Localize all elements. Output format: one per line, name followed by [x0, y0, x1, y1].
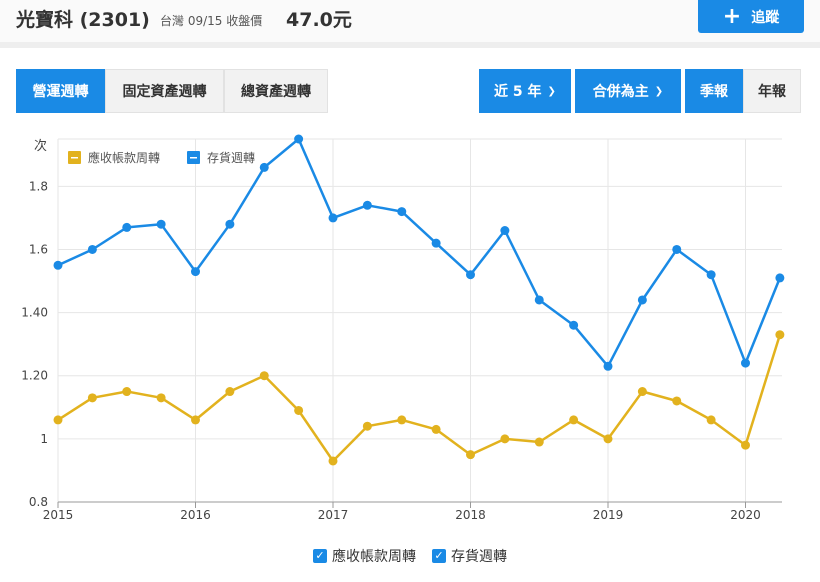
data-point-receivable — [362, 421, 372, 431]
data-point-receivable — [706, 415, 716, 425]
data-point-receivable — [431, 424, 441, 434]
data-point-receivable — [122, 387, 132, 397]
legend-label-receivable: 應收帳款周轉 — [88, 150, 160, 165]
period-dropdown[interactable]: 近 5 年 ❯ — [479, 69, 571, 113]
x-tick-label: 2015 — [43, 508, 74, 522]
toggle-receivable-label: 應收帳款周轉 — [332, 549, 416, 565]
minus-icon — [190, 157, 197, 159]
y-axis-label: 次 — [34, 138, 47, 154]
data-point-receivable — [500, 434, 510, 444]
x-axis: 2015 2016 2017 2018 2019 2020 — [43, 501, 782, 522]
data-point-inventory — [87, 244, 97, 254]
data-point-receivable — [672, 396, 682, 406]
data-point-receivable — [603, 434, 613, 444]
data-point-inventory — [191, 267, 200, 277]
data-point-receivable — [87, 393, 97, 403]
follow-label: 追蹤 — [751, 9, 780, 26]
data-point-receivable — [637, 387, 647, 397]
tab-operating-turnover[interactable]: 營運週轉 — [16, 69, 105, 113]
tab-fixed-asset-turnover[interactable]: 固定資產週轉 — [105, 69, 224, 113]
x-tick-label: 2017 — [318, 508, 349, 522]
series-line-receivable — [57, 334, 782, 463]
data-point-inventory — [637, 295, 647, 305]
data-point-inventory — [500, 226, 510, 236]
data-point-receivable — [191, 415, 200, 425]
chart-legend: 應收帳款周轉 存貨週轉 — [68, 150, 255, 165]
data-point-receivable — [156, 393, 166, 403]
checkbox-checked-icon[interactable]: ✓ — [313, 549, 327, 563]
toggle-receivable[interactable]: ✓ 應收帳款周轉 — [313, 546, 416, 566]
y-axis: 0.8 1 1.20 1.40 1.6 1.8 — [21, 179, 48, 509]
data-point-inventory — [259, 162, 269, 172]
annual-button[interactable]: 年報 — [743, 69, 801, 113]
data-point-inventory — [53, 260, 63, 270]
x-tick-label: 2018 — [455, 508, 486, 522]
data-point-receivable — [775, 330, 785, 340]
chevron-down-icon: ❯ — [654, 85, 664, 97]
data-point-receivable — [259, 371, 269, 381]
data-point-inventory — [534, 295, 544, 305]
minus-icon — [71, 157, 78, 159]
data-point-inventory — [294, 134, 304, 144]
filter-controls: 近 5 年 ❯ 合併為主 ❯ 季報 年報 — [479, 69, 801, 113]
data-point-inventory — [775, 273, 785, 283]
series-line-inventory — [57, 137, 782, 368]
y-tick-label: 1.20 — [21, 369, 48, 383]
consolidation-dropdown[interactable]: 合併為主 ❯ — [575, 69, 681, 113]
turnover-line-chart: 0.811.201.401.61.8 2015 2016 2017 2018 2019 2… — [21, 134, 785, 522]
x-tick-label: 2019 — [593, 508, 624, 522]
data-point-inventory — [431, 238, 441, 248]
data-point-receivable — [466, 450, 475, 460]
data-point-inventory — [156, 219, 166, 229]
chart-grid — [57, 138, 782, 503]
data-point-inventory — [741, 358, 750, 368]
data-point-inventory — [362, 200, 372, 210]
data-point-receivable — [225, 387, 235, 397]
data-point-inventory — [225, 219, 235, 229]
data-point-inventory — [672, 244, 682, 254]
data-point-receivable — [534, 437, 544, 447]
data-point-receivable — [53, 415, 63, 425]
quarterly-button[interactable]: 季報 — [685, 69, 743, 113]
plus-icon: + — [722, 3, 742, 29]
data-point-inventory — [466, 270, 475, 280]
chart-series — [53, 134, 785, 466]
data-point-inventory — [569, 320, 579, 330]
data-point-inventory — [603, 361, 613, 371]
y-tick-label: 1 — [40, 432, 48, 446]
data-point-receivable — [569, 415, 579, 425]
y-tick-label: 1.40 — [21, 306, 48, 320]
data-point-inventory — [122, 222, 132, 232]
consolidation-label: 合併為主 — [592, 84, 649, 100]
data-point-receivable — [328, 456, 338, 466]
chevron-down-icon: ❯ — [547, 85, 556, 97]
x-tick-label: 2020 — [730, 508, 761, 522]
metric-tabs: 營運週轉 固定資產週轉 總資產週轉 — [16, 69, 328, 113]
data-point-inventory — [397, 207, 407, 217]
data-point-inventory — [706, 270, 716, 280]
closing-price: 47.0元 — [286, 9, 352, 31]
toggle-inventory[interactable]: ✓ 存貨週轉 — [432, 546, 507, 566]
stock-header: 光寶科 (2301) 台灣 09/15 收盤價 47.0元 + 追蹤 — [0, 0, 820, 48]
y-tick-label: 1.8 — [29, 179, 48, 193]
data-point-receivable — [397, 415, 407, 425]
stock-name: 光寶科 (2301) — [16, 9, 150, 31]
data-point-receivable — [294, 405, 304, 415]
follow-button[interactable]: + 追蹤 — [698, 0, 804, 33]
data-point-inventory — [328, 213, 338, 223]
checkbox-checked-icon[interactable]: ✓ — [432, 549, 446, 563]
toggle-inventory-label: 存貨週轉 — [451, 549, 507, 565]
tab-total-asset-turnover[interactable]: 總資產週轉 — [224, 69, 328, 113]
price-info: 台灣 09/15 收盤價 — [160, 14, 263, 28]
data-point-receivable — [741, 440, 750, 450]
y-tick-label: 0.8 — [29, 495, 48, 509]
period-label: 近 5 年 — [494, 84, 542, 100]
legend-label-inventory: 存貨週轉 — [207, 150, 255, 165]
x-tick-label: 2016 — [180, 508, 211, 522]
y-tick-label: 1.6 — [29, 242, 48, 256]
series-toggle-legend: ✓ 應收帳款周轉 ✓ 存貨週轉 — [0, 546, 820, 566]
